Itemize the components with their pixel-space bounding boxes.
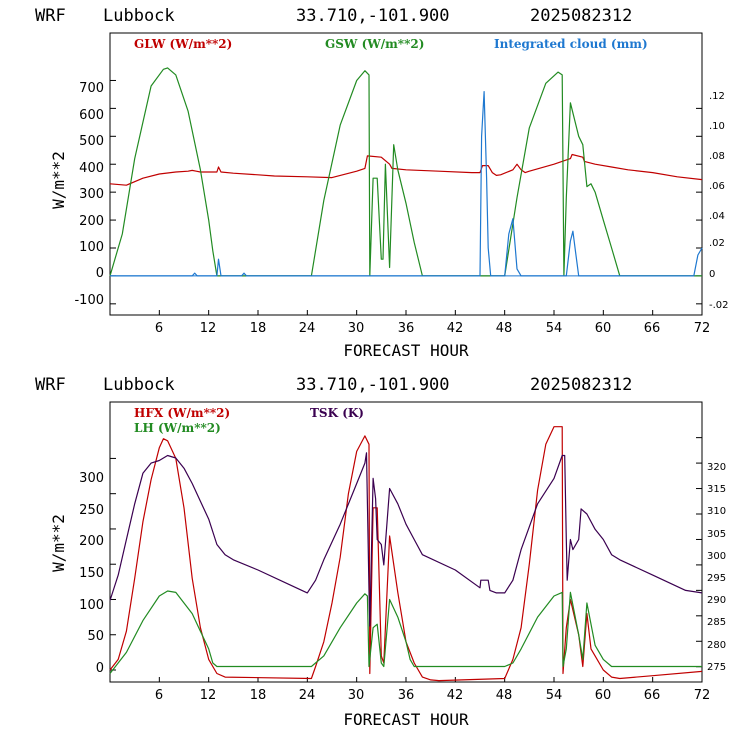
x-tick-label: 60 bbox=[595, 688, 612, 703]
header-model: WRF bbox=[35, 375, 66, 395]
left-tick-label: -100 bbox=[74, 293, 104, 308]
left-tick-label: 100 bbox=[79, 240, 104, 255]
left-tick-label: 300 bbox=[79, 471, 104, 486]
x-axis-title: FORECAST HOUR bbox=[343, 341, 469, 360]
left-axis-labels: 0 50 100 150 200 250 300 bbox=[79, 471, 104, 676]
header-station: Lubbock bbox=[103, 375, 175, 395]
right-tick-label: .12 bbox=[709, 91, 725, 102]
x-tick-label: 36 bbox=[398, 688, 415, 703]
header-model: WRF bbox=[35, 6, 66, 26]
right-tick-label: 295 bbox=[707, 573, 726, 584]
x-tick-label: 18 bbox=[250, 688, 267, 703]
x-tick-label: 12 bbox=[200, 688, 217, 703]
series-line-integrated bbox=[110, 90, 703, 277]
right-tick-label: 290 bbox=[707, 595, 726, 606]
left-tick-label: 100 bbox=[79, 598, 104, 613]
panel-fluxes: WRF Lubbock 33.710,-101.900 2025082312 H… bbox=[35, 375, 726, 729]
x-tick-label: 66 bbox=[644, 321, 661, 336]
series-layer bbox=[109, 426, 703, 682]
right-tick-label: -.02 bbox=[709, 300, 729, 311]
x-tick-label: 36 bbox=[398, 321, 415, 336]
x-tick-label: 66 bbox=[644, 688, 661, 703]
left-tick-label: 250 bbox=[79, 503, 104, 518]
axis-ticks bbox=[110, 437, 703, 682]
series-line-hfx bbox=[109, 426, 703, 682]
right-tick-label: .10 bbox=[709, 121, 725, 132]
right-tick-label: 305 bbox=[707, 529, 726, 540]
x-tick-label: 42 bbox=[447, 688, 464, 703]
left-tick-label: 700 bbox=[79, 81, 104, 96]
panel-radiation: WRF Lubbock 33.710,-101.900 2025082312 G… bbox=[35, 6, 729, 360]
left-axis-labels: -100 0 100 200 300 400 500 600 700 bbox=[74, 81, 104, 308]
x-tick-label: 6 bbox=[155, 321, 163, 336]
x-tick-label: 72 bbox=[694, 688, 711, 703]
left-tick-label: 200 bbox=[79, 214, 104, 229]
x-tick-label: 60 bbox=[595, 321, 612, 336]
right-tick-label: .06 bbox=[709, 181, 725, 192]
left-tick-label: 150 bbox=[79, 566, 104, 581]
plot-frame bbox=[109, 32, 703, 316]
right-tick-label: 285 bbox=[707, 617, 726, 628]
x-tick-label: 24 bbox=[299, 688, 316, 703]
header-run: 2025082312 bbox=[530, 375, 632, 395]
left-tick-label: 400 bbox=[79, 161, 104, 176]
series-line-glw bbox=[109, 153, 703, 186]
x-tick-label: 6 bbox=[155, 688, 163, 703]
right-tick-label: 300 bbox=[707, 551, 726, 562]
legend-lh: LH (W/m**2) bbox=[134, 421, 221, 435]
x-tick-label: 54 bbox=[546, 321, 563, 336]
series-line-tsk bbox=[109, 452, 703, 627]
left-tick-label: 0 bbox=[96, 266, 104, 281]
x-axis-title: FORECAST HOUR bbox=[343, 710, 469, 729]
series-line-gsw bbox=[109, 67, 702, 277]
series-line-lh bbox=[109, 590, 702, 674]
x-tick-label: 12 bbox=[200, 321, 217, 336]
x-axis-labels: 6 12 18 24 30 36 42 48 54 60 66 72 bbox=[155, 321, 710, 336]
left-tick-label: 600 bbox=[79, 108, 104, 123]
x-tick-label: 48 bbox=[496, 321, 513, 336]
header-coords: 33.710,-101.900 bbox=[296, 375, 450, 395]
x-tick-label: 42 bbox=[447, 321, 464, 336]
right-axis-labels: -.02 0 .02 .04 .06 .08 .10 .12 bbox=[709, 91, 729, 311]
header-station: Lubbock bbox=[103, 6, 175, 26]
left-tick-label: 500 bbox=[79, 134, 104, 149]
x-tick-label: 30 bbox=[348, 321, 365, 336]
x-tick-label: 24 bbox=[299, 321, 316, 336]
right-tick-label: 0 bbox=[709, 269, 715, 280]
right-tick-label: .02 bbox=[709, 238, 725, 249]
right-tick-label: .04 bbox=[709, 211, 725, 222]
legend-cloud: Integrated cloud (mm) bbox=[494, 37, 648, 51]
axis-ticks bbox=[110, 79, 703, 315]
x-tick-label: 18 bbox=[250, 321, 267, 336]
right-tick-label: 320 bbox=[707, 462, 726, 473]
x-tick-label: 30 bbox=[348, 688, 365, 703]
right-tick-label: 310 bbox=[707, 506, 726, 517]
left-tick-label: 0 bbox=[96, 661, 104, 676]
legend-tsk: TSK (K) bbox=[310, 406, 364, 420]
x-tick-label: 54 bbox=[546, 688, 563, 703]
x-axis-labels: 6 12 18 24 30 36 42 48 54 60 66 72 bbox=[155, 688, 710, 703]
y-axis-title: W/m**2 bbox=[49, 514, 68, 572]
legend-gsw: GSW (W/m**2) bbox=[325, 37, 424, 51]
x-tick-label: 72 bbox=[694, 321, 711, 336]
right-tick-label: 315 bbox=[707, 484, 726, 495]
left-tick-label: 200 bbox=[79, 534, 104, 549]
right-tick-label: 275 bbox=[707, 662, 726, 673]
left-tick-label: 300 bbox=[79, 187, 104, 202]
series-layer bbox=[109, 67, 703, 277]
right-axis-labels: 275 280 285 290 295 300 305 310 315 320 bbox=[707, 462, 726, 673]
header-run: 2025082312 bbox=[530, 6, 632, 26]
right-tick-label: 280 bbox=[707, 640, 726, 651]
x-tick-label: 48 bbox=[496, 688, 513, 703]
right-tick-label: .08 bbox=[709, 151, 725, 162]
left-tick-label: 50 bbox=[87, 629, 104, 644]
header-coords: 33.710,-101.900 bbox=[296, 6, 450, 26]
legend-hfx: HFX (W/m**2) bbox=[134, 406, 230, 420]
y-axis-title: W/m**2 bbox=[49, 151, 68, 209]
legend-glw: GLW (W/m**2) bbox=[134, 37, 232, 51]
